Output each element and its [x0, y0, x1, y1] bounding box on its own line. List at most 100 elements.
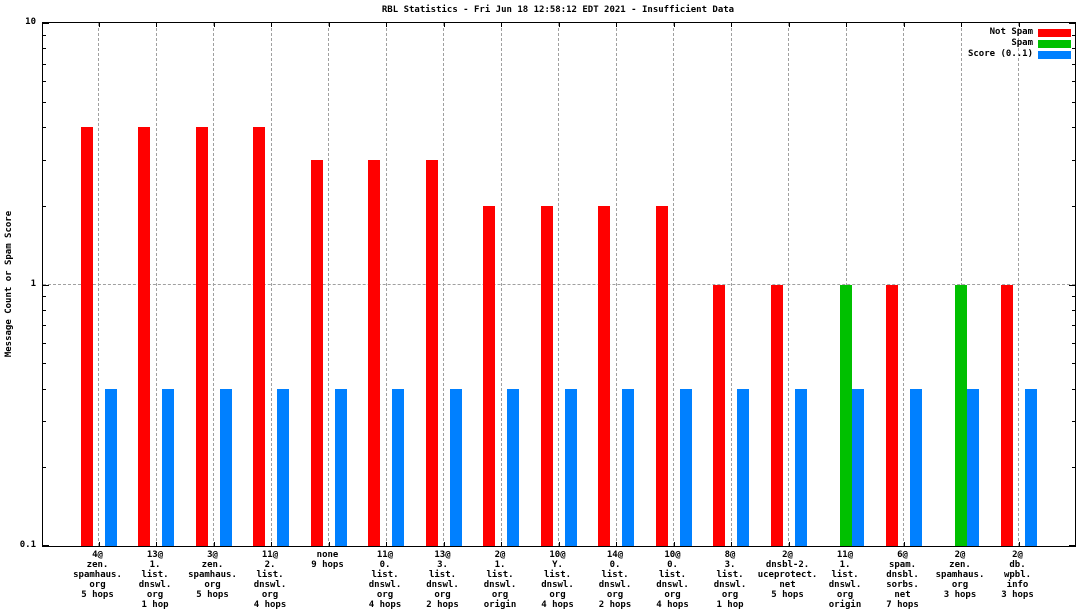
- bar-score-0-1-11: [679, 388, 692, 546]
- x-tick-bottom: [443, 542, 445, 546]
- x-category-label-5: none 9 hops: [311, 550, 344, 570]
- x-tick-bottom: [616, 542, 617, 546]
- y-tick-minor: [1072, 296, 1075, 298]
- y-tick-minor: [43, 101, 46, 103]
- y-tick-minor: [43, 127, 46, 129]
- bar-not-spam-8: [483, 205, 495, 546]
- bar-not-spam-10: [598, 205, 610, 546]
- y-tick-label: 0.1: [19, 540, 36, 550]
- bar-not-spam-9: [540, 205, 553, 546]
- x-tick-top: [501, 23, 502, 27]
- bar-not-spam-15: [885, 284, 898, 546]
- y-tick-label: 1: [30, 278, 36, 289]
- x-tick-bottom: [271, 542, 272, 546]
- bar-not-spam-12: [713, 284, 725, 546]
- x-category-label-8: 2@ 1. list. dnswl. org origin: [483, 550, 517, 610]
- bar-not-spam-13: [770, 284, 783, 546]
- y-tick-minor: [43, 296, 46, 298]
- y-tick-minor: [43, 81, 46, 82]
- y-tick-minor: [1072, 421, 1075, 423]
- x-tick-bottom: [501, 542, 502, 546]
- x-tick-top: [673, 23, 675, 27]
- x-tick-bottom: [558, 542, 560, 546]
- y-tick-minor: [43, 363, 46, 365]
- x-tick-top: [788, 23, 790, 27]
- x-category-label-4: 11@ 2. list. dnswl. org 4 hops: [253, 550, 287, 610]
- x-tick-bottom: [788, 542, 790, 546]
- x-tick-top: [328, 23, 330, 27]
- x-tick-bottom: [386, 542, 387, 546]
- bar-not-spam-2: [138, 127, 150, 546]
- x-tick-top: [156, 23, 157, 27]
- y-tick-minor: [43, 309, 46, 311]
- x-category-label-17: 2@ db. wpbl. info 3 hops: [1001, 550, 1034, 600]
- bar-not-spam-4: [253, 127, 265, 546]
- y-tick-minor: [1072, 48, 1075, 50]
- y-tick-minor: [43, 48, 46, 50]
- plot-area: [42, 22, 1076, 547]
- bar-score-0-1-17: [1024, 388, 1037, 546]
- bar-score-0-1-12: [737, 388, 749, 546]
- bar-score-0-1-8: [507, 388, 519, 546]
- bar-score-0-1-3: [219, 388, 232, 546]
- bar-not-spam-11: [655, 205, 668, 546]
- bar-score-0-1-6: [392, 388, 404, 546]
- x-tick-bottom: [673, 542, 675, 546]
- x-category-label-10: 14@ 0. list. dnswl. org 2 hops: [598, 550, 632, 610]
- x-tick-top: [846, 23, 847, 27]
- bar-not-spam-6: [368, 159, 380, 546]
- bar-score-0-1-2: [162, 388, 174, 546]
- x-tick-top: [903, 23, 905, 27]
- x-category-label-15: 6@ spam. dnsbl. sorbs. net 7 hops: [886, 550, 919, 610]
- x-tick-top: [616, 23, 617, 27]
- y-tick-label: 10: [25, 17, 36, 27]
- bar-spam-16: [955, 284, 967, 546]
- bar-not-spam-7: [425, 159, 438, 546]
- x-category-label-7: 13@ 3. list. dnswl. org 2 hops: [426, 550, 459, 610]
- x-tick-bottom: [328, 542, 330, 546]
- y-tick-minor: [43, 342, 46, 344]
- y-tick-minor: [43, 325, 46, 326]
- bar-score-0-1-13: [794, 388, 807, 546]
- y-tick-minor: [43, 63, 46, 65]
- x-tick-top: [386, 23, 387, 27]
- bar-score-0-1-15: [909, 388, 922, 546]
- bar-spam-14: [840, 284, 852, 546]
- legend-swatch-score-0-1: [1038, 50, 1071, 59]
- x-category-label-14: 11@ 1. list. dnswl. org origin: [828, 550, 862, 610]
- y-tick-minor: [43, 159, 46, 161]
- bar-score-0-1-14: [852, 388, 864, 546]
- y-tick-minor: [1072, 325, 1075, 326]
- y-tick-minor: [1072, 309, 1075, 311]
- x-tick-bottom: [98, 542, 100, 546]
- x-tick-bottom: [731, 542, 732, 546]
- x-tick-top: [558, 23, 560, 27]
- bar-score-0-1-16: [967, 388, 979, 546]
- legend-swatch-not-spam: [1038, 28, 1071, 37]
- x-tick-top: [443, 23, 445, 27]
- legend-entry-score-0-1: Score (0..1): [968, 49, 1071, 60]
- y-gridline: [43, 284, 1075, 285]
- bar-score-0-1-5: [334, 388, 347, 546]
- y-tick-major: [1069, 545, 1075, 546]
- y-tick-major: [43, 284, 49, 286]
- x-tick-bottom: [1018, 542, 1020, 546]
- legend-label-score-0-1: Score (0..1): [967, 49, 1033, 59]
- bar-score-0-1-4: [277, 388, 289, 546]
- x-category-label-11: 10@ 0. list. dnswl. org 4 hops: [656, 550, 689, 610]
- bar-not-spam-3: [195, 127, 208, 546]
- y-tick-minor: [43, 205, 46, 207]
- legend-entry-not-spam: Not Spam: [968, 27, 1071, 38]
- legend-label-spam: Spam: [1011, 38, 1033, 48]
- y-tick-major: [1069, 284, 1075, 286]
- bar-not-spam-5: [310, 159, 323, 546]
- x-tick-bottom: [903, 542, 905, 546]
- y-tick-minor: [1072, 467, 1075, 469]
- bar-score-0-1-9: [564, 388, 577, 546]
- y-tick-minor: [1072, 101, 1075, 103]
- y-tick-minor: [43, 34, 46, 36]
- y-tick-minor: [1072, 81, 1075, 82]
- x-tick-bottom: [213, 542, 215, 546]
- y-tick-minor: [43, 388, 46, 390]
